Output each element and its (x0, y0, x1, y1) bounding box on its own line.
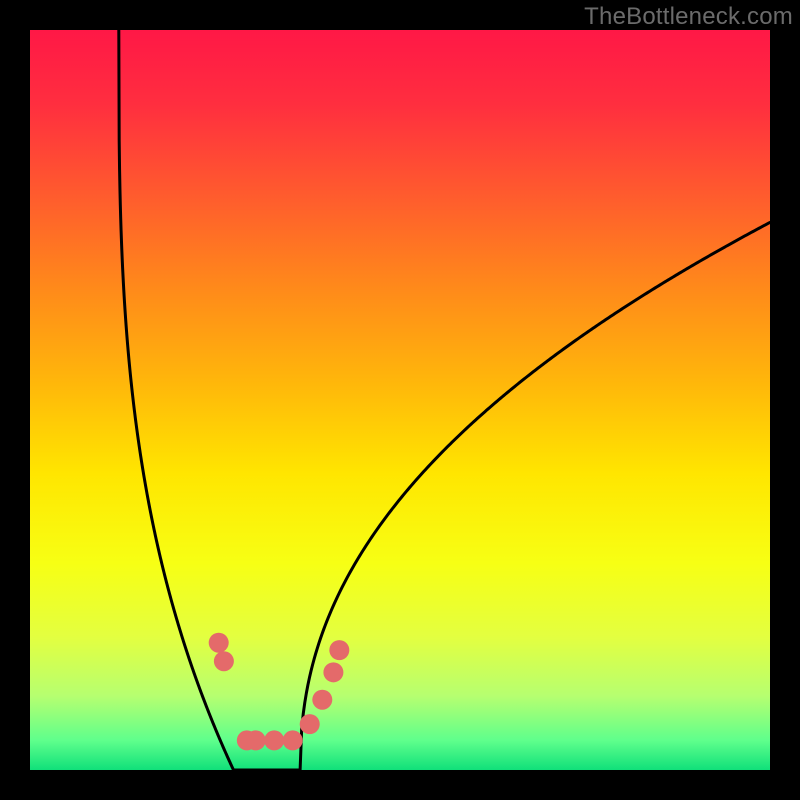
watermark-text: TheBottleneck.com (584, 3, 793, 31)
outer-frame: TheBottleneck.com (0, 0, 800, 800)
plot-area (30, 30, 770, 770)
